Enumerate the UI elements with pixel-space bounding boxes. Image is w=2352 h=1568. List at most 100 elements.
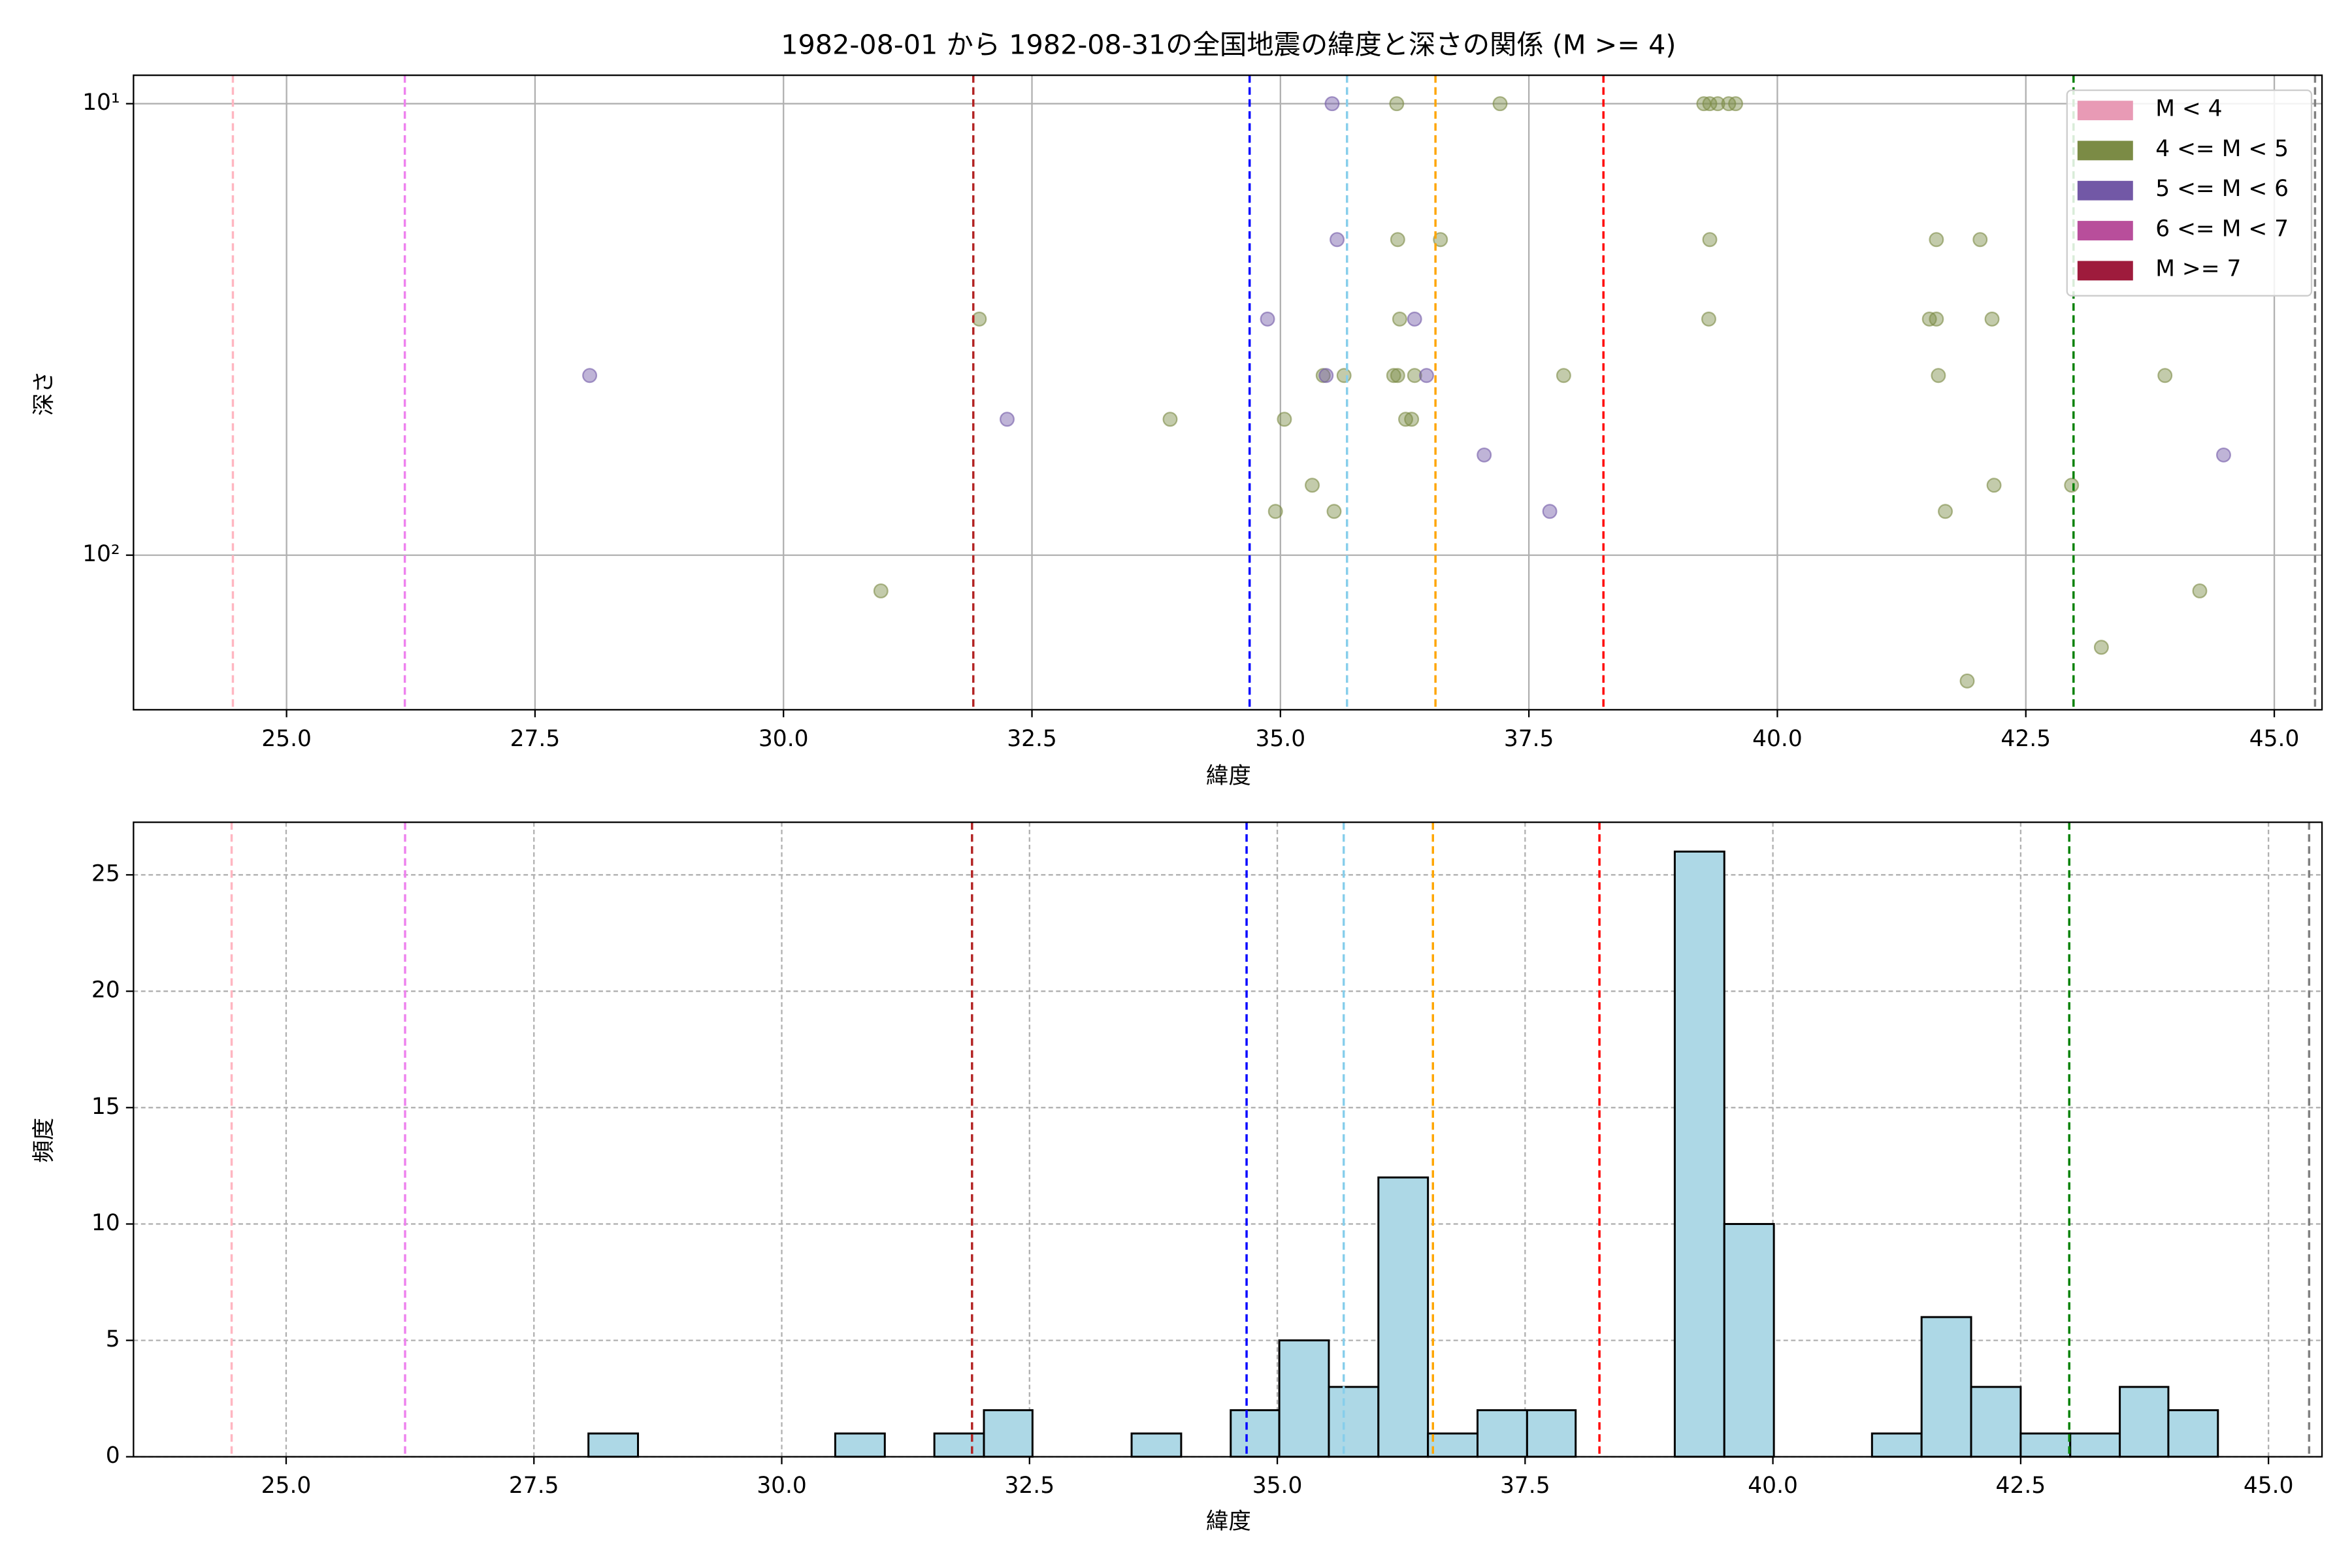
scatter-point <box>972 311 987 327</box>
legend-label: 5 <= M < 6 <box>2155 176 2289 202</box>
x-tick-label: 30.0 <box>757 1473 807 1499</box>
histogram-bar <box>2167 1409 2219 1458</box>
legend-patch <box>2077 140 2133 161</box>
scatter-point <box>2157 368 2173 384</box>
histogram-bar <box>1377 1176 1429 1458</box>
histogram-bar <box>2019 1432 2072 1458</box>
legend-label: M < 4 <box>2155 95 2222 122</box>
scatter-point <box>1931 368 1946 384</box>
scatter-point <box>1433 232 1448 248</box>
scatter-point <box>1326 504 1342 519</box>
scatter-point <box>1404 412 1420 427</box>
x-tick-label: 37.5 <box>1500 1473 1550 1499</box>
x-axis-label: 緯度 <box>1206 1509 1251 1535</box>
y-tick-label: 5 <box>106 1326 120 1352</box>
plot-frame <box>133 821 2323 1458</box>
x-tick-label: 35.0 <box>1252 1473 1303 1499</box>
y-tick-label: 25 <box>91 861 120 887</box>
scatter-point <box>1542 504 1558 519</box>
scatter-point <box>1318 368 1334 384</box>
scatter-point <box>1390 368 1405 384</box>
x-tick-label: 45.0 <box>2244 1473 2294 1499</box>
histogram-bar <box>834 1432 886 1458</box>
histogram-bar <box>1328 1386 1380 1458</box>
scatter-point <box>1386 368 1401 384</box>
y-tick-label: 10 <box>91 1210 120 1236</box>
y-tick-label: 10¹ <box>82 90 120 116</box>
scatter-point <box>1418 368 1434 384</box>
scatter-point <box>1398 412 1413 427</box>
legend-label: M >= 7 <box>2155 256 2241 282</box>
x-tick-label: 32.5 <box>1007 726 1057 752</box>
x-tick-label: 40.0 <box>1748 1473 1798 1499</box>
scatter-point <box>1929 311 1944 327</box>
y-axis-label: 頻度 <box>31 1118 57 1163</box>
x-tick-label: 42.5 <box>2001 726 2051 752</box>
scatter-point <box>1407 311 1422 327</box>
scatter-point <box>1277 412 1292 427</box>
x-axis-label: 緯度 <box>1206 763 1251 789</box>
scatter-point <box>2216 447 2231 463</box>
x-tick-label: 45.0 <box>2249 726 2300 752</box>
legend-patch <box>2077 180 2133 201</box>
x-tick-label: 27.5 <box>510 726 561 752</box>
scatter-point <box>1392 311 1407 327</box>
scatter-point <box>1492 96 1508 112</box>
x-tick-label: 32.5 <box>1004 1473 1054 1499</box>
x-tick-label: 30.0 <box>759 726 809 752</box>
scatter-point <box>1162 412 1178 427</box>
scatter-point <box>1710 96 1725 112</box>
histogram-bar <box>1673 850 1725 1458</box>
scatter-point <box>873 583 889 598</box>
y-axis-label: 深さ <box>31 370 57 416</box>
plot-frame <box>133 74 2323 711</box>
x-tick-label: 35.0 <box>1256 726 1306 752</box>
scatter-point <box>1267 504 1283 519</box>
histogram-bar <box>587 1432 640 1458</box>
scatter-point <box>1938 504 1953 519</box>
legend-patch <box>2077 101 2133 121</box>
legend-patch <box>2077 261 2133 281</box>
histogram-bar <box>1230 1409 1281 1458</box>
scatter-point <box>1984 311 2000 327</box>
scatter-point <box>2064 478 2080 493</box>
scatter-point <box>1986 478 2002 493</box>
chart-title: 1982-08-01 から 1982-08-31の全国地震の緯度と深さの関係 (… <box>781 29 1676 61</box>
scatter-point <box>1959 673 1975 689</box>
histogram-bar <box>2069 1432 2121 1458</box>
x-tick-label: 40.0 <box>1752 726 1803 752</box>
scatter-point <box>1324 96 1340 112</box>
legend-label: 6 <= M < 7 <box>2155 216 2289 242</box>
scatter-point <box>1702 96 1718 112</box>
scatter-point <box>1390 232 1405 248</box>
scatter-point <box>1929 232 1944 248</box>
histogram-bar <box>1920 1316 1972 1458</box>
histogram-bar <box>1526 1409 1577 1458</box>
scatter-point <box>1477 447 1492 463</box>
histogram-bar <box>983 1409 1034 1458</box>
scatter-point <box>1330 232 1345 248</box>
histogram-bar <box>1477 1409 1528 1458</box>
scatter-point <box>1701 311 1716 327</box>
y-tick-label: 10² <box>82 541 120 567</box>
y-tick-label: 20 <box>91 977 120 1004</box>
histogram-bar <box>1723 1222 1775 1458</box>
legend-label: 4 <= M < 5 <box>2155 136 2289 162</box>
scatter-point <box>2093 640 2109 655</box>
scatter-point <box>582 368 598 384</box>
x-tick-label: 25.0 <box>261 1473 312 1499</box>
scatter-point <box>1407 368 1422 384</box>
scatter-point <box>1389 96 1405 112</box>
x-tick-label: 42.5 <box>1996 1473 2046 1499</box>
scatter-point <box>1728 96 1744 112</box>
histogram-bar <box>1870 1432 1923 1458</box>
histogram-bar <box>1130 1432 1183 1458</box>
x-tick-label: 37.5 <box>1504 726 1554 752</box>
scatter-point <box>1000 412 1015 427</box>
y-tick-label: 15 <box>91 1094 120 1120</box>
scatter-point <box>1260 311 1275 327</box>
scatter-point <box>1972 232 1988 248</box>
